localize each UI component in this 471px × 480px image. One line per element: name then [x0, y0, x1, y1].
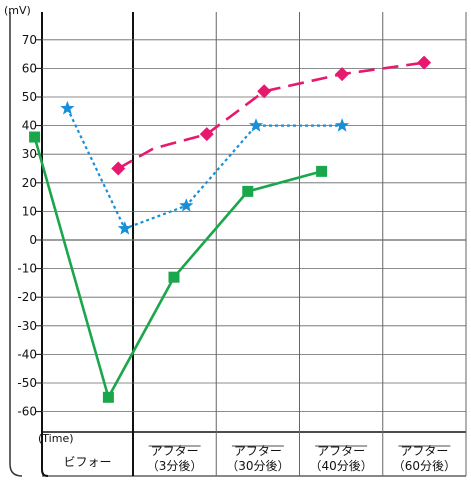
x-category-label: アフター — [317, 444, 365, 458]
data-point — [257, 84, 272, 99]
y-tick-label: -60 — [17, 405, 37, 419]
y-tick-label: 30 — [22, 147, 37, 161]
x-category-label: （60分後） — [393, 459, 456, 473]
data-point — [117, 221, 132, 235]
series-square — [29, 131, 328, 403]
data-point — [179, 198, 194, 212]
y-tick-label: 0 — [29, 233, 37, 247]
x-axis-categories: ビフォーアフター（3分後）アフター（30分後）アフター（40分後）アフター（60… — [63, 444, 456, 473]
data-point — [335, 67, 350, 82]
x-category-label: アフター — [400, 444, 448, 458]
y-axis-ticks: 70 60 50 40 30 20 10 0 -10 -20 -30 -40 -50 -60 — [17, 33, 42, 419]
series-line — [33, 136, 322, 399]
data-point — [335, 118, 350, 132]
data-point — [111, 161, 126, 176]
y-tick-label: 20 — [22, 176, 37, 190]
x-category-label: （40分後） — [309, 459, 372, 473]
data-point — [316, 165, 328, 177]
y-tick-label: 50 — [22, 90, 37, 104]
series-line — [117, 61, 425, 170]
data-point — [248, 118, 264, 132]
y-tick-label: 70 — [22, 33, 37, 47]
data-point — [168, 271, 180, 283]
grid-lines — [42, 39, 466, 413]
x-category-label: アフター — [151, 444, 199, 458]
outer-border — [9, 12, 23, 477]
data-point — [199, 127, 214, 142]
y-tick-label: -10 — [17, 262, 37, 276]
y-tick-label: -30 — [17, 319, 37, 333]
data-point — [29, 131, 41, 143]
x-axis-title: (Time) — [38, 432, 74, 445]
data-point — [242, 185, 254, 197]
chart-frame — [9, 12, 467, 477]
series-diamond — [111, 55, 432, 176]
y-axis-line — [41, 12, 49, 477]
x-category-label: アフター — [234, 444, 282, 458]
y-tick-label: -50 — [17, 376, 37, 390]
y-tick-label: 60 — [22, 61, 37, 75]
x-category-label: ビフォー — [63, 455, 111, 469]
y-tick-label: -40 — [17, 347, 37, 361]
y-tick-label: 40 — [22, 119, 37, 133]
series-group — [29, 55, 432, 403]
series-line — [66, 107, 343, 230]
series-star — [60, 100, 350, 235]
y-tick-label: 10 — [22, 204, 37, 218]
x-category-label: （3分後） — [147, 459, 203, 473]
y-tick-label: -20 — [17, 290, 37, 304]
data-point — [417, 55, 432, 70]
data-point — [102, 391, 114, 403]
x-category-label: （30分後） — [226, 459, 289, 473]
data-point — [60, 100, 75, 115]
y-axis-unit-label: (mV) — [4, 4, 31, 17]
